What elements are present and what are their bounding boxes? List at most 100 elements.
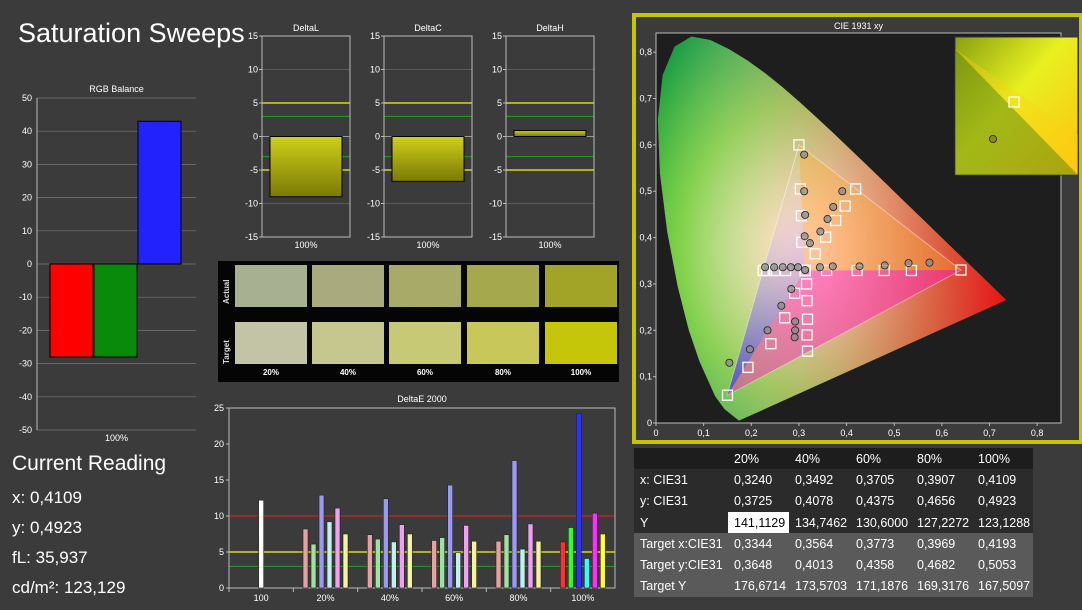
x-tick-label: 0,2 (745, 428, 758, 438)
table-cell: 0,4078 (789, 490, 850, 512)
y-tick-label: 0 (27, 259, 32, 269)
inset-shade (955, 49, 1078, 175)
rgb-balance-chart: RGB Balance 50 40 30 20 10 0 -10 -20 -30 -40 -50 100… (19, 84, 196, 443)
y-tick-label: 20 (22, 193, 32, 203)
y-tick-label: -15 (489, 232, 502, 242)
x-tick-label: 20% (316, 593, 334, 603)
swatch-label: 20% (262, 368, 279, 377)
deltaE-bar (367, 534, 373, 589)
table-cell: 0,5053 (972, 554, 1033, 576)
y-tick-label: 0 (375, 132, 380, 142)
x-tick-label: 80% (509, 593, 527, 603)
measured-point (763, 326, 772, 335)
target-marker (801, 294, 813, 307)
table-cell: 167,5097 (972, 575, 1033, 598)
row-label: Target x:CIE31 (634, 533, 728, 555)
row-label: y: CIE31 (634, 490, 728, 512)
chart-title: DeltaH (536, 23, 564, 33)
y-tick-label: 0,4 (639, 233, 652, 243)
table-cell: 171,1876 (850, 575, 911, 598)
swatch-actual (235, 265, 307, 307)
deltaE-bar (495, 540, 502, 589)
measured-point (800, 150, 809, 159)
x-tick-label: 100% (416, 240, 439, 250)
table-row: Y 141,1129 134,7462 130,6000 127,2272 12… (634, 511, 1033, 534)
measured-point (823, 215, 832, 224)
y-tick-label: -5 (250, 165, 258, 175)
swatch-target (312, 322, 384, 364)
swatch-label: 80% (494, 368, 511, 377)
x-tick-label: 0 (653, 428, 658, 438)
deltaE-bar (383, 498, 389, 589)
table-cell: 0,3705 (850, 469, 911, 491)
swatch-target (235, 322, 307, 364)
y-tick-label: 15 (492, 31, 502, 41)
x-tick-label: 100% (105, 433, 128, 443)
table-cell: 127,2272 (911, 511, 972, 534)
measured-point (904, 259, 913, 268)
table-cell: 0,3773 (850, 533, 911, 555)
deltaE-bar (471, 540, 477, 589)
y-tick-label: -10 (19, 292, 32, 302)
y-tick-label: 10 (370, 65, 380, 75)
table-cell: 0,3725 (728, 490, 789, 512)
deltaE-bar (511, 460, 518, 589)
table-cell: 176,6714 (728, 575, 789, 598)
table-header-cell: 20% (728, 448, 789, 470)
measured-point (793, 263, 802, 272)
y-tick-label: 0 (497, 132, 502, 142)
table-header-cell: 80% (911, 448, 972, 470)
red-bar (49, 263, 94, 358)
table-header-cell: 60% (850, 448, 911, 470)
row-label-actual: Actual (222, 279, 231, 304)
deltaE-bar (375, 538, 381, 589)
table-header-row: 20% 40% 60% 80% 100% (634, 448, 1033, 470)
table-cell-selected[interactable]: 141,1129 (728, 511, 789, 534)
delta-bar (513, 129, 587, 138)
table-cell: 0,4193 (972, 533, 1033, 555)
table-cell: 0,3492 (789, 469, 850, 491)
swatch-actual (389, 265, 461, 307)
swatch-target (467, 322, 539, 364)
target-marker (721, 389, 734, 401)
y-tick-label: 15 (248, 31, 258, 41)
y-tick-label: -10 (245, 199, 258, 209)
table-cell: 0,3344 (728, 533, 789, 555)
deltaE-bar (600, 533, 606, 589)
y-tick-label: -5 (494, 165, 502, 175)
x-tick-label: 0,8 (1031, 428, 1044, 438)
measured-point (828, 262, 837, 271)
green-bar (93, 263, 138, 358)
table-cell: 0,3907 (911, 469, 972, 491)
deltaE-bar (310, 543, 317, 589)
target-marker (801, 345, 814, 357)
measured-point (787, 285, 796, 294)
x-tick-label: 0,1 (697, 428, 710, 438)
table-cell: 0,4656 (911, 490, 972, 512)
target-marker (819, 231, 832, 243)
deltaE-bar (584, 558, 590, 589)
y-tick-label: 50 (22, 93, 32, 103)
y-tick-label: -50 (19, 425, 32, 435)
y-tick-label: 30 (22, 159, 32, 169)
delta-bar (391, 136, 465, 182)
table-cell: 0,3240 (728, 469, 789, 491)
chart-title: DeltaC (414, 23, 442, 33)
inset-measured-point (988, 135, 997, 144)
cie-chart: CIE 1931 xy 0 0,1 0,2 0,3 0,4 0,5 0,6 0,7 0,8 0 0,1… (639, 21, 1079, 438)
target-marker (955, 264, 967, 276)
x-tick-label: 0,6 (936, 428, 949, 438)
table-cell: 0,4375 (850, 490, 911, 512)
measured-point (838, 187, 847, 196)
cie-chart-frame: CIE 1931 xy 0 0,1 0,2 0,3 0,4 0,5 0,6 0,7 0,8 0 0,1… (632, 13, 1082, 444)
deltaE-bar (326, 521, 333, 589)
y-tick-label: 0,8 (639, 47, 652, 57)
measured-point (790, 333, 799, 342)
target-marker (778, 312, 791, 324)
table-cell: 173,5703 (789, 575, 850, 598)
chart-title: DeltaE 2000 (397, 394, 447, 404)
measured-point (778, 263, 787, 272)
y-tick-label: 0,7 (639, 94, 652, 104)
swatch-label: 60% (416, 368, 433, 377)
target-marker (800, 278, 813, 290)
